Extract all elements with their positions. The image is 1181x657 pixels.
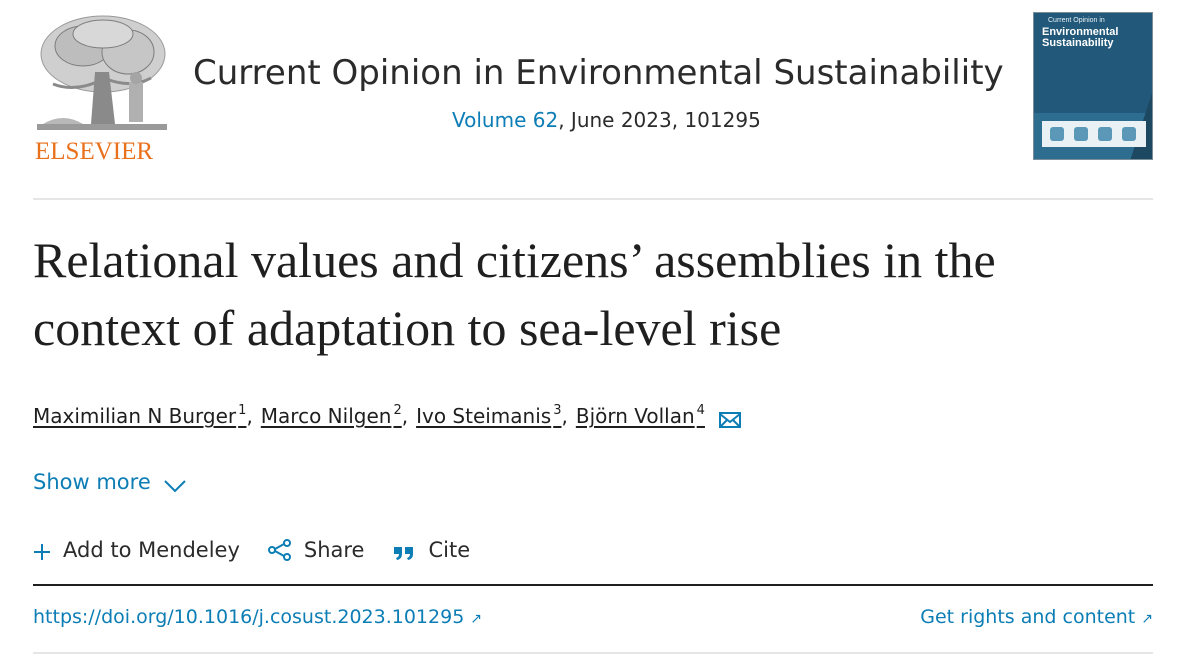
cover-dot-icon bbox=[1074, 127, 1088, 141]
author-link[interactable]: Björn Vollan 4 bbox=[575, 403, 705, 428]
cite-button[interactable]: Cite bbox=[392, 533, 470, 567]
author-separator: , bbox=[401, 404, 409, 428]
author-separator: , bbox=[246, 404, 253, 428]
share-label: Share bbox=[303, 538, 365, 562]
cover-series-text: Current Opinion in bbox=[1048, 17, 1105, 24]
elsevier-wordmark: ELSEVIER bbox=[35, 138, 154, 165]
rights-text: Get rights and content bbox=[920, 606, 1136, 628]
chevron-down-icon bbox=[164, 480, 186, 493]
add-to-mendeley-button[interactable]: Add to Mendeley bbox=[33, 533, 240, 567]
show-more-label: Show more bbox=[33, 470, 151, 494]
issue-date-text: , June 2023, 101295 bbox=[558, 108, 761, 132]
rights-and-content-link[interactable]: Get rights and content ↗ bbox=[920, 603, 1153, 633]
author-link[interactable]: Ivo Steimanis 3 bbox=[416, 403, 562, 428]
elsevier-logo[interactable]: ELSEVIER bbox=[33, 12, 171, 165]
author-link[interactable]: Marco Nilgen 2 bbox=[260, 403, 402, 428]
affiliation-marker: 1 bbox=[238, 403, 247, 418]
journal-issue-info: Volume 62, June 2023, 101295 bbox=[452, 106, 761, 134]
elsevier-tree-icon bbox=[37, 15, 167, 130]
journal-header: ELSEVIER Current Opinion in Environmenta… bbox=[0, 0, 1181, 200]
plus-icon bbox=[34, 544, 50, 560]
cover-title-text: Environmental Sustainability bbox=[1042, 26, 1119, 49]
author-name: Marco Nilgen bbox=[260, 404, 392, 428]
volume-link[interactable]: Volume 62 bbox=[452, 108, 559, 132]
journal-cover-thumbnail[interactable]: Current Opinion in Environmental Sustain… bbox=[1033, 12, 1153, 160]
doi-link[interactable]: https://doi.org/10.1016/j.cosust.2023.10… bbox=[33, 603, 482, 633]
article-actions: Add to Mendeley Share Cite bbox=[33, 533, 498, 567]
add-to-mendeley-label: Add to Mendeley bbox=[63, 538, 240, 562]
cover-dot-icon bbox=[1122, 127, 1136, 141]
author-name: Ivo Steimanis bbox=[416, 404, 552, 428]
affiliation-marker: 2 bbox=[393, 403, 402, 418]
share-icon bbox=[267, 539, 291, 561]
cite-label: Cite bbox=[428, 538, 471, 562]
footer-divider bbox=[33, 652, 1153, 654]
author-name: Björn Vollan bbox=[575, 404, 695, 428]
quote-icon bbox=[394, 547, 414, 560]
author-list: Maximilian N Burger 1, Marco Nilgen 2, Ivo S… bbox=[33, 394, 742, 439]
author-separator: , bbox=[561, 404, 568, 428]
external-link-icon: ↗ bbox=[1141, 611, 1153, 627]
affiliation-marker: 3 bbox=[553, 403, 562, 418]
article-title: Relational values and citizens’ assembli… bbox=[33, 232, 996, 356]
journal-title[interactable]: Current Opinion in Environmental Sustain… bbox=[193, 53, 1004, 93]
cover-icon-band bbox=[1042, 121, 1146, 147]
external-link-icon: ↗ bbox=[470, 611, 483, 627]
actions-divider bbox=[33, 584, 1153, 586]
header-divider bbox=[33, 198, 1153, 200]
cover-dot-icon bbox=[1098, 127, 1112, 141]
share-button[interactable]: Share bbox=[267, 533, 365, 567]
show-more-button[interactable]: Show more bbox=[33, 465, 187, 499]
envelope-icon[interactable] bbox=[719, 405, 742, 439]
affiliation-marker: 4 bbox=[696, 403, 705, 418]
author-link[interactable]: Maximilian N Burger 1 bbox=[33, 403, 247, 428]
cover-dot-icon bbox=[1050, 127, 1064, 141]
author-name: Maximilian N Burger bbox=[33, 404, 237, 428]
doi-text: https://doi.org/10.1016/j.cosust.2023.10… bbox=[33, 606, 465, 628]
